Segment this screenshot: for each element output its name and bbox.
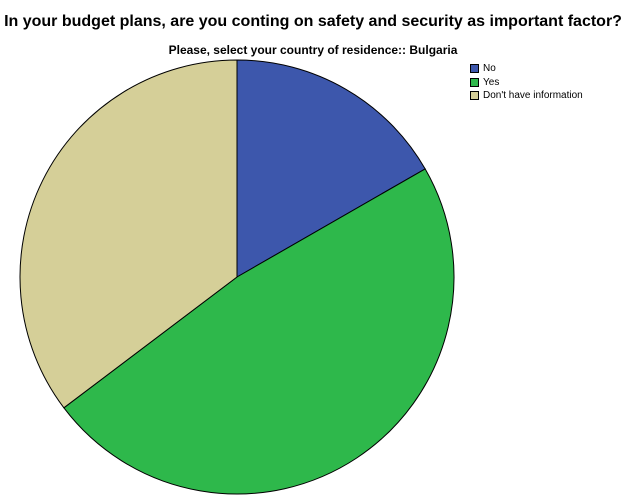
legend-label: No	[483, 63, 496, 75]
legend-swatch	[470, 77, 479, 87]
legend: No Yes Don't have information	[470, 62, 583, 103]
pie-slice-don-t-have-information	[19, 59, 238, 409]
chart-subtitle: Please, select your country of residence…	[168, 43, 458, 57]
legend-swatch	[470, 64, 479, 74]
legend-item: No	[470, 62, 583, 76]
chart-title: In your budget plans, are you conting on…	[4, 13, 622, 30]
legend-label: Don't have information	[483, 90, 583, 102]
legend-item: Don't have information	[470, 89, 583, 103]
pie-slice-yes	[63, 168, 455, 495]
legend-swatch	[470, 91, 479, 101]
legend-label: Yes	[483, 76, 500, 88]
legend-item: Yes	[470, 76, 583, 90]
pie-slice-no	[236, 59, 426, 278]
